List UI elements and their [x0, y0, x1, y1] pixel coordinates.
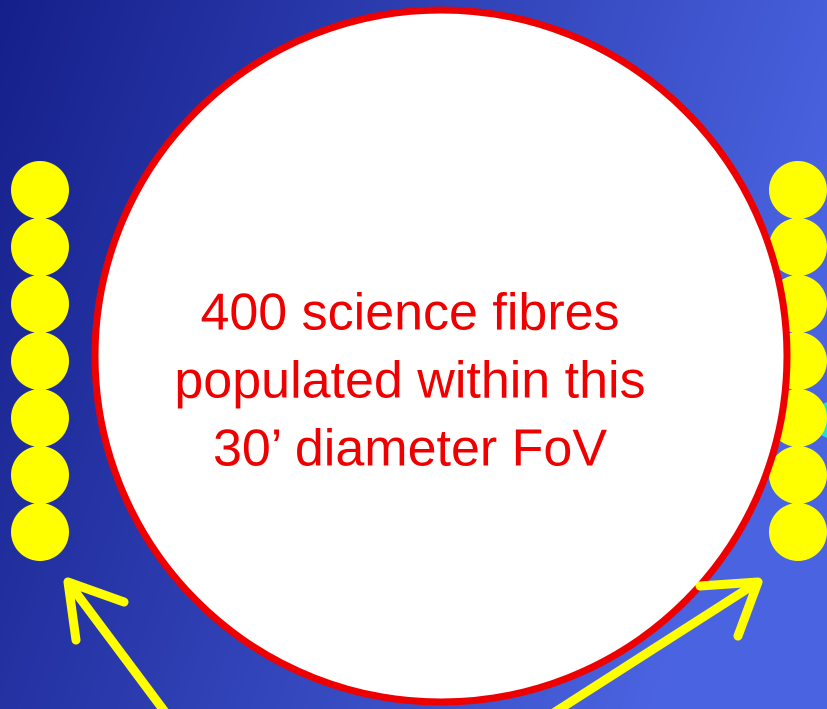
field-of-view	[91, 6, 791, 706]
fibre	[11, 332, 69, 390]
left-arrow	[63, 577, 169, 709]
fibre	[769, 218, 827, 276]
label-line: populated within this	[174, 352, 645, 410]
fibre	[11, 275, 69, 333]
fibre	[769, 161, 827, 219]
arrows	[63, 577, 763, 709]
label-line: 30’ diameter FoV	[213, 420, 607, 478]
right-arrow	[551, 577, 763, 709]
fibre	[769, 503, 827, 561]
left-fibres	[11, 161, 69, 561]
fibre	[11, 218, 69, 276]
fibre	[769, 446, 827, 504]
fibre	[11, 161, 69, 219]
fibre	[11, 389, 69, 447]
fibre	[11, 503, 69, 561]
fibre	[11, 446, 69, 504]
label-line: 400 science fibres	[200, 284, 619, 342]
